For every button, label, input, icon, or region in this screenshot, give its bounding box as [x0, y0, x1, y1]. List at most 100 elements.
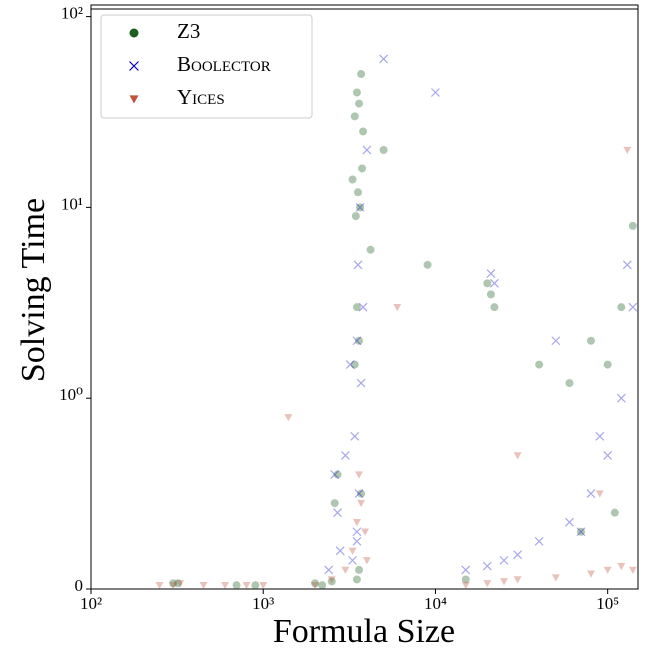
point — [610, 508, 619, 517]
point — [603, 360, 612, 369]
point — [350, 112, 359, 121]
point — [489, 278, 499, 288]
point — [431, 88, 440, 97]
point — [169, 579, 178, 588]
y-tick-label: 10¹ — [61, 194, 83, 213]
point — [311, 579, 320, 588]
point — [359, 127, 368, 136]
legend-label: Z3 — [177, 19, 200, 43]
point — [358, 302, 368, 312]
point — [348, 555, 357, 565]
point — [221, 581, 230, 590]
y-tick-label: 0 — [75, 576, 84, 595]
point — [499, 578, 508, 586]
point — [259, 581, 268, 590]
point — [199, 581, 208, 590]
point — [330, 470, 340, 479]
point — [616, 393, 626, 403]
point — [355, 99, 364, 108]
point — [490, 303, 499, 312]
point — [461, 575, 470, 584]
point — [551, 336, 561, 346]
point — [284, 414, 293, 422]
point — [379, 54, 389, 64]
point — [586, 336, 595, 345]
point — [354, 489, 364, 499]
point — [341, 566, 350, 574]
point — [366, 245, 375, 254]
point — [499, 555, 509, 565]
point — [352, 519, 361, 527]
point — [355, 471, 364, 479]
point — [324, 565, 334, 575]
point — [483, 279, 492, 288]
point — [176, 580, 185, 588]
point — [318, 581, 327, 590]
point — [486, 290, 495, 299]
point — [352, 536, 362, 546]
point — [617, 303, 626, 312]
point — [393, 303, 402, 312]
y-axis-title: Solving Time — [15, 198, 52, 382]
point — [617, 562, 626, 571]
point — [628, 221, 637, 230]
point — [628, 302, 638, 312]
point — [622, 260, 632, 270]
point — [352, 575, 361, 584]
point — [586, 489, 596, 499]
point — [482, 561, 492, 571]
point — [356, 203, 365, 212]
point — [353, 260, 363, 270]
point — [576, 527, 585, 536]
point — [586, 570, 595, 578]
point — [565, 379, 574, 388]
point — [513, 550, 523, 560]
point — [232, 581, 241, 590]
point — [355, 202, 365, 212]
point — [333, 508, 342, 518]
point — [534, 536, 544, 546]
point — [535, 360, 544, 369]
plot-frame — [90, 4, 639, 590]
point — [348, 547, 357, 555]
point — [357, 70, 366, 79]
point — [565, 517, 574, 527]
x-tick-label: 10³ — [252, 594, 274, 613]
point — [327, 577, 336, 586]
point — [357, 499, 366, 508]
point — [335, 546, 345, 556]
x-tick-label: 10² — [80, 594, 102, 613]
x-tick-label: 10⁵ — [596, 594, 619, 613]
point — [461, 581, 470, 590]
point — [513, 576, 522, 584]
x-tick-label: 10⁴ — [424, 594, 447, 613]
point — [340, 451, 350, 460]
point — [361, 528, 370, 536]
point — [327, 576, 336, 584]
legend-label: Yices — [177, 85, 225, 109]
point — [348, 175, 357, 184]
point — [362, 145, 372, 155]
point — [623, 146, 632, 154]
point — [423, 260, 432, 269]
point — [486, 269, 496, 278]
point — [351, 212, 360, 221]
point — [355, 565, 364, 574]
point — [155, 581, 164, 590]
point — [358, 164, 367, 173]
point — [379, 145, 388, 154]
point — [251, 581, 260, 590]
points — [155, 54, 638, 590]
legend-marker — [129, 28, 139, 38]
point — [352, 303, 361, 312]
point — [576, 527, 586, 537]
point — [603, 451, 613, 460]
point — [311, 581, 320, 590]
point — [352, 527, 362, 537]
legend-box — [100, 14, 313, 119]
point — [551, 574, 560, 582]
point — [595, 490, 604, 498]
x-axis-title: Formula Size — [273, 613, 455, 650]
legend: Z3 Boolector Yices — [100, 14, 313, 119]
